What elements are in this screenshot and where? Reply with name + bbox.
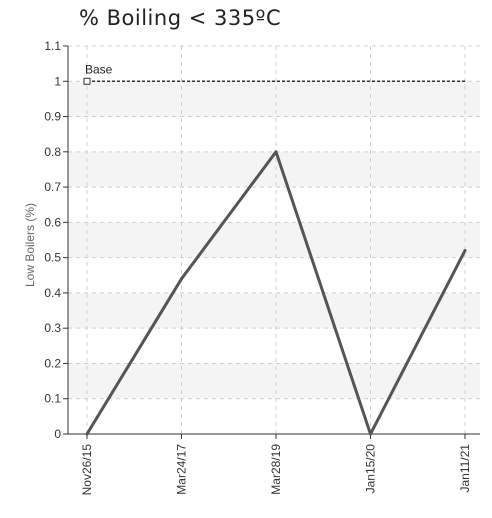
x-tick-label: Mar28/19 [269,444,283,495]
y-tick-label: 0 [54,427,61,441]
y-tick-label: 0.2 [44,356,61,370]
x-tick-label: Jan15/20 [364,444,378,494]
background-band [68,81,480,117]
data-point [274,150,278,154]
background-bands [68,81,480,399]
background-band [68,222,480,258]
background-band [68,151,480,188]
background-band [68,292,480,329]
y-tick-label: 0.8 [44,145,61,159]
y-axis-label: Low Boilers (%) [23,203,37,287]
y-tick-label: 0.9 [44,110,61,124]
y-axis-ticks: 0 0.1 0.2 0.3 0.4 0.5 0.6 0.7 0.8 0.9 1 1.1 [44,39,68,441]
data-point [369,432,372,436]
y-tick-label: 0.4 [44,286,61,300]
data-point [463,249,467,253]
gridlines [68,45,480,434]
y-tick-label: 0.3 [44,321,61,335]
reference-line-marker [83,77,91,85]
data-point [180,277,183,281]
reference-line-label: Base [85,62,113,76]
y-tick-label: 1 [54,74,61,88]
y-tick-label: 0.6 [44,215,61,229]
y-tick-label: 1.1 [44,39,61,53]
data-point [85,432,89,436]
reference-line-group: Base [83,62,465,85]
series-group [85,150,467,436]
y-tick-label: 0.1 [44,392,61,406]
axes [67,46,480,435]
background-band [68,363,480,399]
x-tick-label: Jan11/21 [458,444,472,493]
chart-title: % Boiling < 335ºC [79,6,282,30]
x-tick-label: Nov26/15 [80,444,94,496]
x-tick-label: Mar24/17 [175,444,189,495]
x-axis-ticks: Nov26/15 Mar24/17 Mar28/19 Jan15/20 Jan11/21 [80,434,472,495]
y-tick-label: 0.5 [44,251,61,265]
y-tick-label: 0.7 [44,180,61,194]
